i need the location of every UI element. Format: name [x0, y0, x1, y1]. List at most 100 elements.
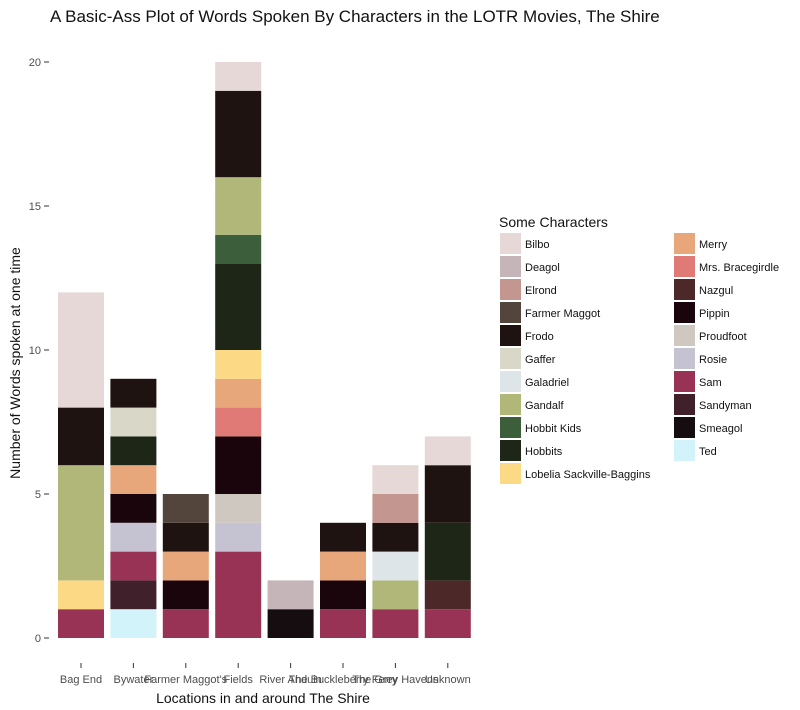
bar-segment	[110, 551, 157, 581]
legend-item-label: Smeagol	[699, 423, 742, 435]
bar-segment	[372, 465, 419, 494]
x-tick-label: Fields	[224, 674, 254, 686]
legend-item-label: Gaffer	[525, 354, 556, 366]
legend-swatch	[674, 302, 695, 323]
bar-segment	[110, 580, 157, 610]
y-tick-label: 10	[29, 345, 41, 357]
legend-swatch	[500, 256, 521, 277]
bar-segment	[320, 522, 366, 552]
bar-segment	[110, 378, 157, 408]
bar-segment	[320, 609, 366, 638]
y-tick-label: 20	[29, 57, 41, 69]
legend-swatch	[500, 371, 521, 392]
bar-segment	[267, 609, 314, 638]
legend-item-label: Gandalf	[525, 400, 564, 412]
legend-item-label: Deagol	[525, 262, 560, 274]
y-tick-label: 15	[29, 201, 41, 213]
x-tick-label: The Buckleberry Ferry	[289, 674, 398, 686]
bar-segment	[372, 522, 419, 552]
bar-segment	[58, 292, 104, 408]
bar-segment	[267, 580, 314, 610]
bar-segment	[215, 177, 262, 235]
bar-segment	[424, 436, 471, 466]
bar-segment	[58, 609, 104, 638]
legend-item-label: Farmer Maggot	[525, 308, 600, 320]
legend-item-label: Pippin	[699, 308, 730, 320]
legend-item-label: Lobelia Sackville-Baggins	[525, 469, 651, 481]
bar-segment	[372, 609, 419, 638]
x-axis-title: Locations in and around The Shire	[156, 690, 370, 706]
bar-segment	[424, 522, 471, 581]
legend-swatch	[500, 302, 521, 323]
y-axis-title: Number of Words spoken at one time	[7, 247, 23, 479]
bar-segment	[215, 263, 262, 350]
legend-item-label: Mrs. Bracegirdle	[699, 262, 779, 274]
legend-item-label: Merry	[699, 239, 728, 251]
bar-segment	[162, 522, 209, 552]
bar-segment	[424, 609, 471, 638]
legend-swatch	[500, 279, 521, 300]
legend-item-label: Galadriel	[525, 377, 569, 389]
legend-swatch	[500, 233, 521, 254]
bar-segment	[110, 407, 157, 437]
legend-item-label: Nazgul	[699, 285, 733, 297]
legend-swatch	[674, 371, 695, 392]
x-tick-label: Unknown	[425, 674, 471, 686]
bar-segment	[58, 465, 104, 581]
legend: Some Characters Bilbo Deagol Elrond Farmer …	[499, 214, 779, 484]
bar-segment	[215, 62, 262, 91]
x-tick-label: River Anduin	[259, 674, 321, 686]
legend-item-label: Rosie	[699, 354, 727, 366]
x-tick-label: The Grey Havens	[352, 674, 439, 686]
legend-item-label: Hobbit Kids	[525, 423, 582, 435]
bar-segment	[162, 609, 209, 638]
legend-swatch	[674, 325, 695, 346]
bar-segment	[110, 494, 157, 523]
bar-segment	[215, 522, 262, 552]
bar-segment	[372, 580, 419, 610]
chart-title: A Basic-Ass Plot of Words Spoken By Char…	[50, 7, 660, 26]
bar-segment	[424, 580, 471, 610]
legend-item-label: Frodo	[525, 331, 554, 343]
bar-segment	[424, 465, 471, 523]
legend-swatch	[674, 233, 695, 254]
bar-segment	[372, 494, 419, 523]
plot-area	[58, 62, 471, 638]
bar-segment	[215, 350, 262, 379]
bar-segment	[215, 494, 262, 523]
legend-swatch	[500, 394, 521, 415]
bar-segment	[162, 580, 209, 610]
bar-segment	[215, 378, 262, 408]
legend-swatch	[674, 394, 695, 415]
legend-item-label: Bilbo	[525, 239, 549, 251]
legend-swatch	[674, 279, 695, 300]
bar-segment	[215, 551, 262, 638]
bar-segment	[215, 436, 262, 494]
legend-item-label: Ted	[699, 446, 717, 458]
legend-swatch	[674, 417, 695, 438]
bar-segment	[162, 494, 209, 523]
bar-segment	[110, 436, 157, 466]
x-tick-label: Bywater	[114, 674, 154, 686]
legend-swatch	[674, 256, 695, 277]
bar-segment	[320, 580, 366, 610]
legend-item-label: Sam	[699, 377, 722, 389]
bar-segment	[215, 407, 262, 437]
legend-swatch	[674, 348, 695, 369]
y-tick-label: 5	[35, 489, 41, 501]
bar-segment	[58, 407, 104, 466]
legend-item-label: Proudfoot	[699, 331, 747, 343]
bar-segment	[215, 90, 262, 178]
legend-item-label: Hobbits	[525, 446, 563, 458]
legend-swatch	[500, 417, 521, 438]
bar-segment	[162, 551, 209, 581]
legend-item-label: Sandyman	[699, 400, 752, 412]
bar-segment	[110, 465, 157, 494]
bar-segment	[58, 580, 104, 610]
legend-title: Some Characters	[499, 214, 608, 230]
x-tick-label: Bag End	[60, 674, 102, 686]
bar-segment	[372, 551, 419, 581]
legend-swatch	[500, 463, 521, 484]
